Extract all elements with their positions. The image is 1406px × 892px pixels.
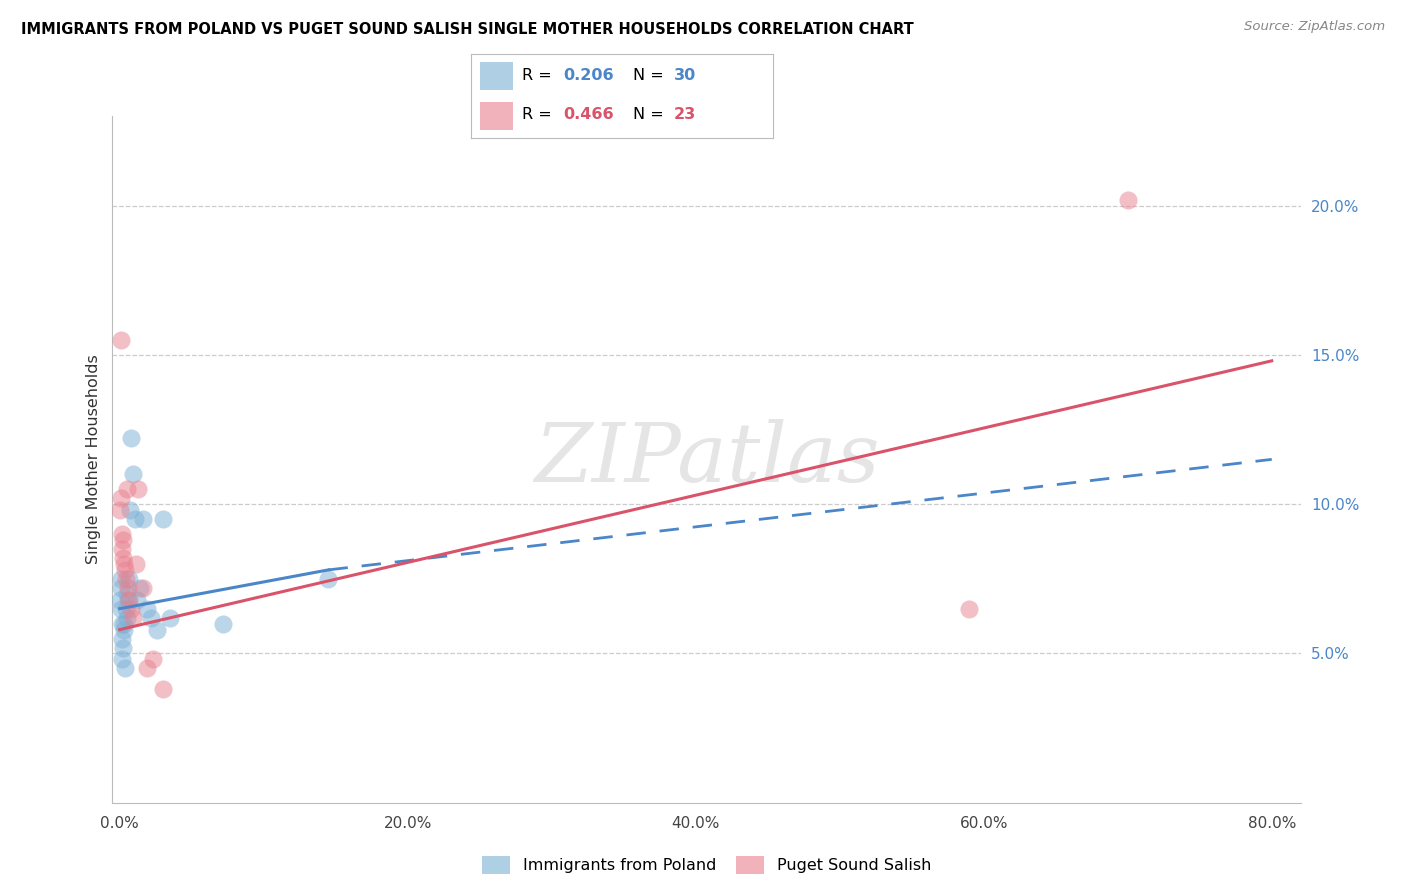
Point <box>146 623 169 637</box>
Text: R =: R = <box>523 107 557 122</box>
Point <box>121 432 143 446</box>
Text: 30: 30 <box>673 68 696 83</box>
Point <box>124 557 146 571</box>
Point <box>114 601 136 615</box>
Point <box>112 616 135 631</box>
Point <box>128 581 150 595</box>
Text: 0.466: 0.466 <box>564 107 614 122</box>
Text: 0.206: 0.206 <box>564 68 614 83</box>
Text: R =: R = <box>523 68 557 83</box>
Point <box>112 557 135 571</box>
Point <box>132 512 155 526</box>
Point <box>141 610 163 624</box>
Point <box>118 503 141 517</box>
Point <box>122 610 145 624</box>
Point <box>112 550 135 565</box>
Text: 23: 23 <box>673 107 696 122</box>
Bar <box>479 62 513 90</box>
Point <box>117 592 139 607</box>
Point <box>122 467 145 482</box>
Point <box>114 563 136 577</box>
Point <box>115 482 138 496</box>
Point <box>112 623 135 637</box>
Point <box>132 581 155 595</box>
Point <box>136 661 159 675</box>
Point <box>111 541 134 556</box>
Point <box>118 592 141 607</box>
Point <box>118 572 141 586</box>
Point <box>152 512 174 526</box>
Point <box>120 601 142 615</box>
Point <box>115 610 138 624</box>
Bar <box>479 102 513 130</box>
Point <box>142 652 165 666</box>
Point <box>110 616 132 631</box>
Y-axis label: Single Mother Households: Single Mother Households <box>86 354 101 565</box>
Text: ZIPatlas: ZIPatlas <box>534 419 879 500</box>
Point <box>110 503 132 517</box>
Legend: Immigrants from Poland, Puget Sound Salish: Immigrants from Poland, Puget Sound Sali… <box>481 856 932 874</box>
Point <box>152 682 174 697</box>
Point <box>212 616 235 631</box>
Point <box>125 592 148 607</box>
Point <box>127 482 149 496</box>
Point <box>110 581 132 595</box>
Point <box>110 491 132 506</box>
Point <box>159 610 181 624</box>
Text: Source: ZipAtlas.com: Source: ZipAtlas.com <box>1244 20 1385 33</box>
Point <box>110 333 132 347</box>
Point <box>111 652 134 666</box>
Point <box>1116 193 1139 207</box>
Point <box>110 572 132 586</box>
Point <box>124 512 146 526</box>
Point <box>110 601 132 615</box>
Point <box>111 632 134 646</box>
Point <box>318 572 340 586</box>
Point <box>110 527 132 541</box>
Point <box>111 640 134 655</box>
Point <box>114 661 136 675</box>
Text: N =: N = <box>633 68 669 83</box>
Text: N =: N = <box>633 107 669 122</box>
Point <box>110 592 132 607</box>
Point <box>117 581 139 595</box>
Point <box>115 587 138 601</box>
Point <box>111 533 134 547</box>
Point <box>114 572 136 586</box>
Point <box>957 601 980 615</box>
Text: IMMIGRANTS FROM POLAND VS PUGET SOUND SALISH SINGLE MOTHER HOUSEHOLDS CORRELATIO: IMMIGRANTS FROM POLAND VS PUGET SOUND SA… <box>21 22 914 37</box>
Point <box>136 601 159 615</box>
